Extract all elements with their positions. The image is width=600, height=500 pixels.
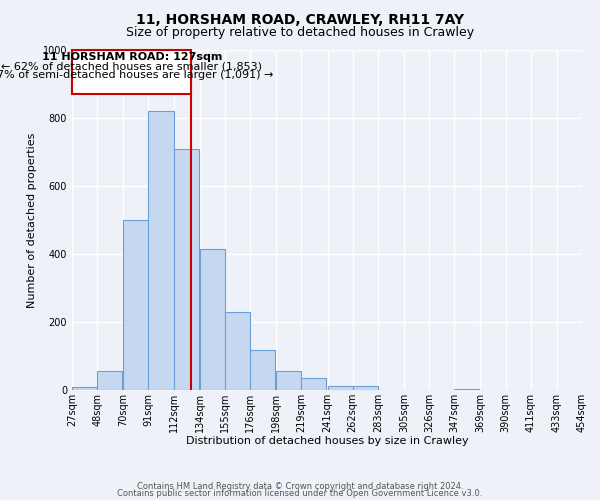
Text: 37% of semi-detached houses are larger (1,091) →: 37% of semi-detached houses are larger (…: [0, 70, 274, 81]
Bar: [454, 389, 479, 390]
Bar: [124, 220, 148, 390]
Bar: [148, 111, 173, 390]
Text: 11, HORSHAM ROAD, CRAWLEY, RH11 7AY: 11, HORSHAM ROAD, CRAWLEY, RH11 7AY: [136, 12, 464, 26]
FancyBboxPatch shape: [72, 50, 191, 94]
Bar: [353, 386, 378, 390]
Bar: [200, 249, 225, 390]
Bar: [225, 312, 250, 390]
Text: Contains HM Land Registry data © Crown copyright and database right 2024.: Contains HM Land Registry data © Crown c…: [137, 482, 463, 491]
X-axis label: Distribution of detached houses by size in Crawley: Distribution of detached houses by size …: [185, 436, 469, 446]
Bar: [97, 370, 122, 390]
Bar: [250, 350, 275, 390]
Bar: [301, 378, 326, 390]
Bar: [276, 370, 301, 390]
Bar: [328, 386, 353, 390]
Bar: [173, 148, 199, 390]
Text: 11 HORSHAM ROAD: 127sqm: 11 HORSHAM ROAD: 127sqm: [41, 52, 222, 62]
Text: Contains public sector information licensed under the Open Government Licence v3: Contains public sector information licen…: [118, 488, 482, 498]
Bar: [72, 386, 97, 390]
Text: ← 62% of detached houses are smaller (1,853): ← 62% of detached houses are smaller (1,…: [1, 62, 262, 72]
Text: Size of property relative to detached houses in Crawley: Size of property relative to detached ho…: [126, 26, 474, 39]
Y-axis label: Number of detached properties: Number of detached properties: [27, 132, 37, 308]
